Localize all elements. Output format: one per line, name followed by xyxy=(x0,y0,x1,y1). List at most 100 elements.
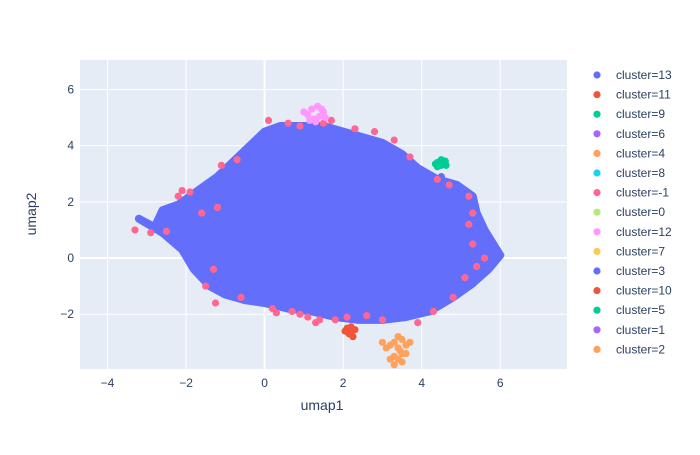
data-point xyxy=(339,296,347,304)
y-axis-title: umap2 xyxy=(23,192,39,235)
data-point xyxy=(429,307,438,316)
data-point xyxy=(276,122,284,130)
data-point xyxy=(135,215,143,223)
y-tick-labels: −2 0 2 4 6 xyxy=(60,82,74,321)
data-point xyxy=(300,108,308,116)
legend-item[interactable]: cluster=12 xyxy=(593,225,672,239)
data-point xyxy=(398,358,406,366)
legend-label: cluster=6 xyxy=(616,127,665,141)
data-point xyxy=(306,116,314,124)
data-point xyxy=(315,316,324,324)
x-tick-label: −4 xyxy=(101,376,115,390)
legend-item[interactable]: cluster=6 xyxy=(593,127,665,141)
legend-label: cluster=1 xyxy=(616,323,665,337)
x-tick-label: 6 xyxy=(497,376,504,390)
legend-item[interactable]: cluster=5 xyxy=(593,303,665,317)
data-point xyxy=(370,192,379,200)
legend-marker xyxy=(593,267,601,275)
data-point xyxy=(457,209,465,217)
data-point xyxy=(213,172,222,181)
data-point xyxy=(233,156,241,164)
data-point xyxy=(367,305,375,313)
data-point xyxy=(304,313,312,321)
legend-label: cluster=11 xyxy=(616,88,671,102)
legend-label: cluster=10 xyxy=(616,284,672,298)
legend-marker xyxy=(593,326,601,334)
data-point xyxy=(406,338,414,346)
data-point xyxy=(300,282,308,290)
legend-marker xyxy=(593,110,601,118)
data-point xyxy=(217,161,225,169)
data-point xyxy=(414,296,422,304)
data-point xyxy=(288,307,296,316)
legend[interactable]: cluster=13 cluster=11 cluster=9 cluster=6 cl… xyxy=(593,68,672,356)
legend-item[interactable]: cluster=1 xyxy=(593,323,665,337)
data-point xyxy=(284,240,292,248)
data-point xyxy=(382,344,390,352)
data-point xyxy=(190,265,198,273)
data-point xyxy=(272,290,280,299)
legend-item[interactable]: cluster=0 xyxy=(593,205,665,219)
legend-marker xyxy=(593,149,601,157)
data-point xyxy=(441,279,449,287)
data-point xyxy=(425,229,434,237)
data-point xyxy=(414,319,422,327)
data-point xyxy=(402,313,410,321)
legend-label: cluster=12 xyxy=(616,225,672,239)
data-point xyxy=(433,163,441,171)
legend-marker xyxy=(593,71,601,79)
x-tick-label: −2 xyxy=(179,376,193,390)
legend-item[interactable]: cluster=11 xyxy=(593,88,671,102)
data-point xyxy=(249,139,257,147)
legend-item[interactable]: cluster=8 xyxy=(593,166,665,180)
data-point xyxy=(264,116,273,124)
data-point xyxy=(308,307,316,316)
data-point xyxy=(445,181,453,189)
legend-item[interactable]: cluster=9 xyxy=(593,107,665,121)
legend-item[interactable]: cluster=3 xyxy=(593,264,665,278)
data-point xyxy=(347,323,355,331)
data-point xyxy=(178,246,186,254)
data-point xyxy=(237,181,245,189)
data-point xyxy=(418,262,426,271)
data-point xyxy=(496,251,504,259)
data-point xyxy=(158,206,167,214)
data-point xyxy=(402,217,410,226)
data-point xyxy=(469,209,477,217)
legend-marker xyxy=(593,91,601,99)
data-point xyxy=(268,262,277,271)
legend-item[interactable]: cluster=-1 xyxy=(593,186,669,200)
data-point xyxy=(174,201,182,209)
legend-marker xyxy=(593,306,601,314)
data-point xyxy=(484,265,493,273)
data-point xyxy=(449,240,457,248)
legend-label: cluster=7 xyxy=(616,244,665,258)
data-point xyxy=(245,276,253,285)
data-point xyxy=(217,268,225,276)
data-point xyxy=(331,316,339,324)
data-point xyxy=(437,156,445,164)
legend-marker xyxy=(593,287,601,295)
y-tick-label: 6 xyxy=(67,82,74,96)
legend-item[interactable]: cluster=2 xyxy=(593,342,665,356)
data-point xyxy=(211,299,220,307)
legend-label: cluster=5 xyxy=(616,303,665,317)
data-point xyxy=(221,290,229,299)
x-tick-labels: −4 −2 0 2 4 6 xyxy=(101,376,504,390)
legend-item[interactable]: cluster=7 xyxy=(593,244,665,258)
legend-item[interactable]: cluster=10 xyxy=(593,284,672,298)
data-point xyxy=(147,229,155,237)
data-point xyxy=(469,240,477,248)
data-point xyxy=(433,175,441,183)
data-point xyxy=(461,274,469,282)
legend-item[interactable]: cluster=4 xyxy=(593,146,665,160)
data-point xyxy=(394,333,402,341)
data-point xyxy=(276,195,284,203)
legend-marker xyxy=(593,169,601,177)
data-point xyxy=(315,139,324,147)
data-point xyxy=(351,125,359,133)
data-point xyxy=(469,279,477,287)
legend-item[interactable]: cluster=13 xyxy=(593,68,672,82)
